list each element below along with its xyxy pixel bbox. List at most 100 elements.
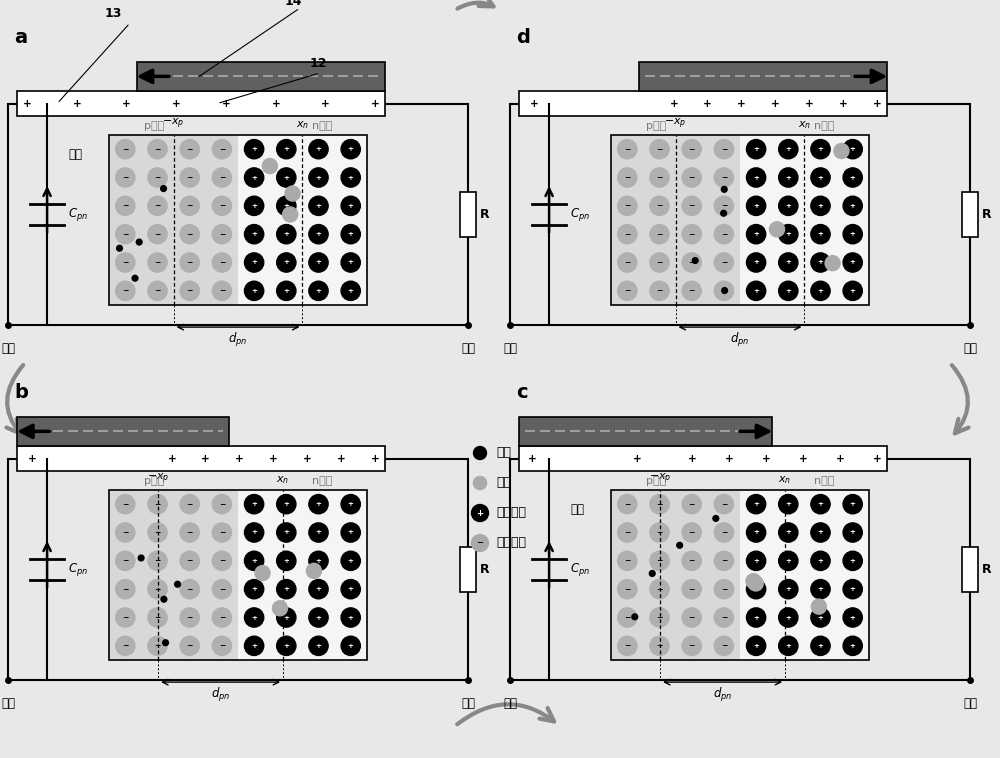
Circle shape bbox=[148, 523, 167, 542]
Text: $d_{pn}$: $d_{pn}$ bbox=[730, 331, 750, 349]
Circle shape bbox=[746, 196, 766, 215]
Circle shape bbox=[682, 168, 701, 187]
Text: −: − bbox=[656, 613, 663, 622]
Circle shape bbox=[714, 636, 734, 656]
Text: −: − bbox=[154, 230, 161, 239]
Text: +: + bbox=[371, 99, 380, 108]
Text: +: + bbox=[251, 558, 257, 564]
Text: +: + bbox=[850, 203, 856, 209]
Text: −: − bbox=[721, 230, 727, 239]
Text: −: − bbox=[624, 500, 630, 509]
Text: −: − bbox=[689, 230, 695, 239]
Circle shape bbox=[682, 253, 701, 272]
Text: −: − bbox=[122, 258, 128, 267]
Circle shape bbox=[618, 580, 637, 599]
Circle shape bbox=[277, 551, 296, 571]
Bar bbox=[109, 135, 367, 305]
Text: +: + bbox=[850, 643, 856, 649]
Text: −: − bbox=[624, 556, 630, 565]
Text: +: + bbox=[818, 501, 823, 507]
Text: +: + bbox=[222, 99, 230, 108]
Bar bbox=[109, 490, 367, 660]
Circle shape bbox=[341, 196, 360, 215]
Circle shape bbox=[341, 139, 360, 158]
Text: R: R bbox=[982, 563, 992, 576]
Circle shape bbox=[148, 580, 167, 599]
Circle shape bbox=[618, 139, 637, 158]
Text: +: + bbox=[818, 231, 823, 237]
Circle shape bbox=[277, 281, 296, 300]
Text: −: − bbox=[154, 500, 161, 509]
Text: −: − bbox=[187, 641, 193, 650]
Circle shape bbox=[341, 580, 360, 599]
Circle shape bbox=[212, 168, 232, 187]
Circle shape bbox=[309, 551, 328, 571]
Text: −: − bbox=[219, 556, 225, 565]
Text: −: − bbox=[154, 173, 161, 182]
Circle shape bbox=[811, 636, 830, 656]
Text: +: + bbox=[753, 203, 759, 209]
Circle shape bbox=[682, 580, 701, 599]
Text: −: − bbox=[721, 528, 727, 537]
Circle shape bbox=[244, 139, 264, 158]
Text: −: − bbox=[656, 173, 663, 182]
Circle shape bbox=[682, 196, 701, 215]
Text: +: + bbox=[283, 231, 289, 237]
Text: −: − bbox=[219, 145, 225, 154]
Text: −: − bbox=[721, 641, 727, 650]
Text: −: − bbox=[122, 173, 128, 182]
Circle shape bbox=[309, 139, 328, 158]
Circle shape bbox=[650, 523, 669, 542]
Text: +: + bbox=[283, 501, 289, 507]
Text: −: − bbox=[122, 145, 128, 154]
Text: +: + bbox=[316, 231, 321, 237]
Circle shape bbox=[212, 139, 232, 158]
Text: +: + bbox=[283, 586, 289, 592]
Circle shape bbox=[309, 580, 328, 599]
Text: −: − bbox=[122, 287, 128, 296]
Text: +: + bbox=[303, 453, 312, 464]
Text: +: + bbox=[818, 174, 823, 180]
Circle shape bbox=[212, 580, 232, 599]
Circle shape bbox=[212, 196, 232, 215]
Text: +: + bbox=[251, 288, 257, 294]
Text: +: + bbox=[251, 501, 257, 507]
Text: 12: 12 bbox=[310, 57, 328, 70]
Text: +: + bbox=[348, 643, 354, 649]
Circle shape bbox=[618, 168, 637, 187]
Text: −: − bbox=[187, 584, 193, 594]
Text: +: + bbox=[348, 259, 354, 265]
Circle shape bbox=[843, 168, 862, 187]
Text: +: + bbox=[799, 453, 808, 464]
Text: +: + bbox=[785, 231, 791, 237]
Text: +: + bbox=[785, 203, 791, 209]
Text: +: + bbox=[753, 288, 759, 294]
Circle shape bbox=[132, 275, 138, 281]
Text: 阳极: 阳极 bbox=[503, 342, 517, 355]
Text: +: + bbox=[850, 259, 856, 265]
Circle shape bbox=[779, 494, 798, 514]
Circle shape bbox=[148, 494, 167, 514]
Text: 阴极: 阴极 bbox=[461, 697, 475, 709]
Text: −: − bbox=[219, 202, 225, 210]
Text: +: + bbox=[785, 615, 791, 621]
Circle shape bbox=[116, 139, 135, 158]
Text: +: + bbox=[818, 203, 823, 209]
Circle shape bbox=[116, 494, 135, 514]
Text: −: − bbox=[187, 258, 193, 267]
Circle shape bbox=[682, 523, 701, 542]
Text: +: + bbox=[251, 174, 257, 180]
Text: +: + bbox=[785, 558, 791, 564]
Text: +: + bbox=[283, 259, 289, 265]
Text: +: + bbox=[528, 453, 537, 464]
Circle shape bbox=[618, 494, 637, 514]
Circle shape bbox=[244, 494, 264, 514]
Circle shape bbox=[212, 551, 232, 571]
Text: $x_n$: $x_n$ bbox=[798, 119, 811, 131]
Text: +: + bbox=[348, 288, 354, 294]
Bar bbox=[740, 490, 869, 660]
Text: +: + bbox=[337, 453, 346, 464]
Circle shape bbox=[472, 505, 488, 522]
Text: −: − bbox=[219, 287, 225, 296]
Circle shape bbox=[161, 186, 166, 192]
